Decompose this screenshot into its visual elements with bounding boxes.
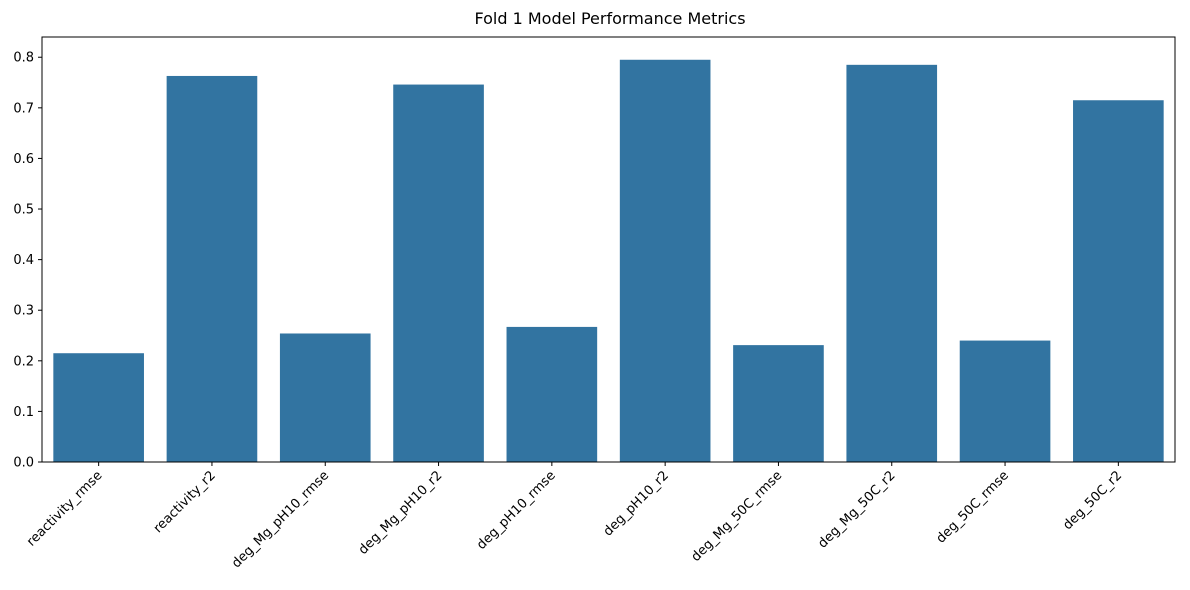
x-tick-label: reactivity_rmse	[24, 468, 105, 549]
plot-frame	[41, 36, 1176, 463]
y-tick-label: 0.1	[13, 405, 34, 420]
x-tick-label: deg_pH10_rmse	[474, 468, 559, 553]
x-tick-label: deg_50C_rmse	[934, 468, 1012, 546]
y-tick-label: 0.3	[13, 304, 34, 319]
y-tick-label: 0.6	[13, 152, 34, 167]
bar-deg_50C_r2	[1073, 100, 1164, 462]
bar-deg_Mg_50C_r2	[846, 64, 938, 462]
bars-group	[53, 59, 1164, 463]
bar-deg_Mg_pH10_rmse	[279, 333, 371, 462]
x-tick-label: deg_Mg_50C_r2	[815, 468, 898, 551]
y-tick-label: 0.7	[13, 101, 34, 116]
bar-deg_pH10_r2	[619, 59, 711, 463]
x-tick-label: deg_pH10_r2	[601, 468, 672, 539]
y-axis: 0.0 0.1 0.2 0.3 0.4 0.5 0.6 0.7 0.8	[13, 51, 42, 471]
bar-deg_50C_rmse	[959, 340, 1051, 462]
y-tick-label: 0.8	[13, 51, 34, 66]
x-axis: reactivity_rmse reactivity_r2 deg_Mg_pH10_…	[24, 462, 1125, 571]
x-tick-label: deg_50C_r2	[1060, 468, 1125, 533]
bar-reactivity_rmse	[53, 353, 144, 462]
bar-deg_pH10_rmse	[506, 326, 598, 462]
x-tick-label: reactivity_r2	[151, 468, 219, 536]
bar-deg_Mg_50C_rmse	[733, 345, 824, 462]
bar-deg_Mg_pH10_r2	[393, 84, 484, 463]
x-tick-label: deg_Mg_50C_rmse	[689, 468, 786, 565]
y-tick-label: 0.4	[13, 253, 34, 268]
bar-reactivity_r2	[166, 75, 258, 462]
x-tick-label: deg_Mg_pH10_r2	[356, 468, 446, 558]
x-tick-label: deg_Mg_pH10_rmse	[229, 468, 332, 571]
y-tick-label: 0.2	[13, 354, 34, 369]
y-tick-label: 0.0	[13, 456, 34, 471]
y-tick-label: 0.5	[13, 203, 34, 218]
chart-title: Fold 1 Model Performance Metrics	[474, 9, 745, 28]
